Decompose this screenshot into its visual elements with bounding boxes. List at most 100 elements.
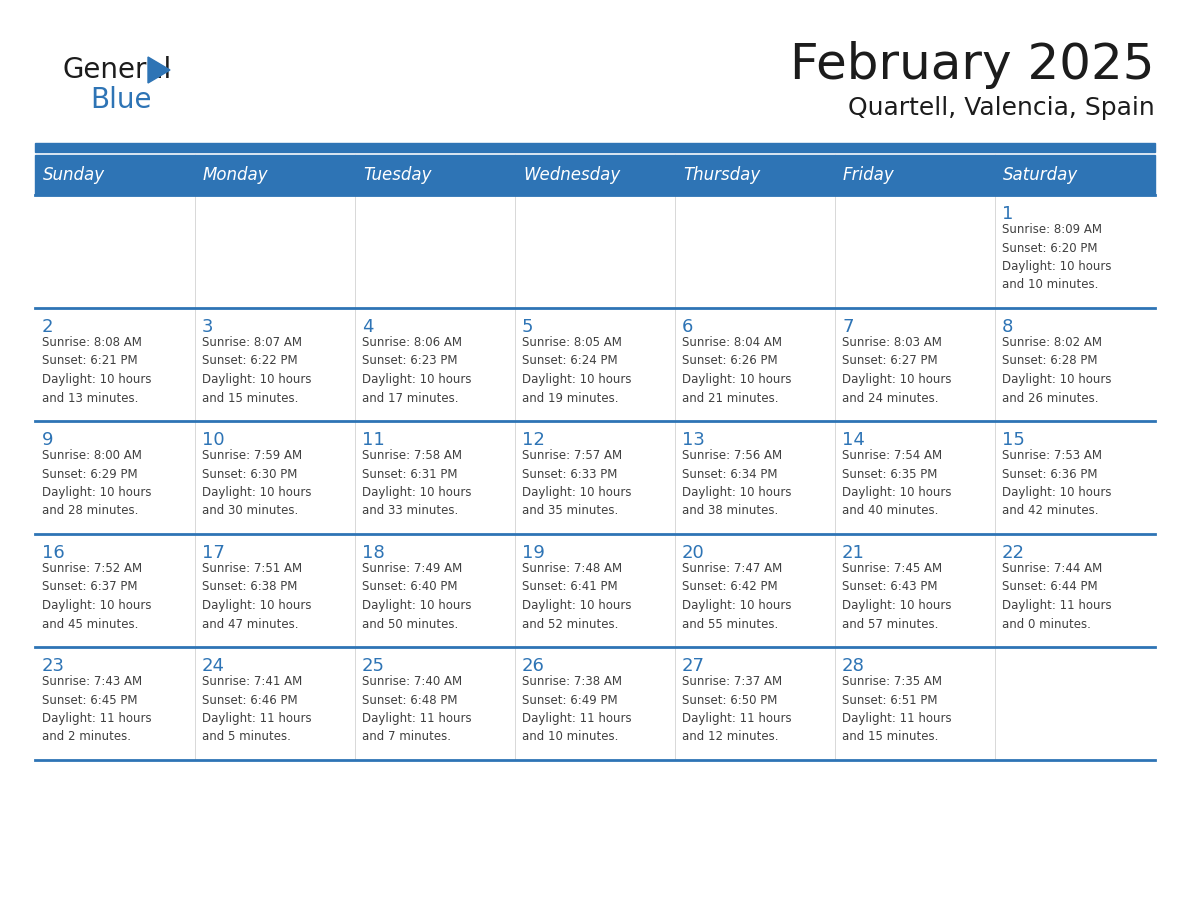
Text: 4: 4 — [362, 318, 373, 336]
Bar — [34, 143, 1155, 152]
Text: Sunrise: 7:59 AM
Sunset: 6:30 PM
Daylight: 10 hours
and 30 minutes.: Sunrise: 7:59 AM Sunset: 6:30 PM Dayligh… — [202, 449, 311, 518]
Bar — [516, 155, 675, 195]
Bar — [516, 195, 675, 308]
Text: 19: 19 — [522, 544, 545, 562]
Bar — [675, 647, 835, 760]
Text: Tuesday: Tuesday — [364, 166, 431, 184]
Text: Sunrise: 7:58 AM
Sunset: 6:31 PM
Daylight: 10 hours
and 33 minutes.: Sunrise: 7:58 AM Sunset: 6:31 PM Dayligh… — [362, 449, 472, 518]
Text: 27: 27 — [682, 657, 704, 675]
Text: 24: 24 — [202, 657, 225, 675]
Text: Sunrise: 7:35 AM
Sunset: 6:51 PM
Daylight: 11 hours
and 15 minutes.: Sunrise: 7:35 AM Sunset: 6:51 PM Dayligh… — [842, 675, 952, 744]
Text: Wednesday: Wednesday — [523, 166, 620, 184]
Text: Sunrise: 7:45 AM
Sunset: 6:43 PM
Daylight: 10 hours
and 57 minutes.: Sunrise: 7:45 AM Sunset: 6:43 PM Dayligh… — [842, 562, 952, 631]
Bar — [516, 647, 675, 760]
Text: Sunrise: 7:57 AM
Sunset: 6:33 PM
Daylight: 10 hours
and 35 minutes.: Sunrise: 7:57 AM Sunset: 6:33 PM Dayligh… — [522, 449, 632, 518]
Text: 12: 12 — [522, 431, 545, 449]
Text: Sunrise: 8:03 AM
Sunset: 6:27 PM
Daylight: 10 hours
and 24 minutes.: Sunrise: 8:03 AM Sunset: 6:27 PM Dayligh… — [842, 336, 952, 405]
Text: Sunrise: 7:38 AM
Sunset: 6:49 PM
Daylight: 11 hours
and 10 minutes.: Sunrise: 7:38 AM Sunset: 6:49 PM Dayligh… — [522, 675, 632, 744]
Bar — [195, 155, 355, 195]
Bar — [835, 308, 996, 421]
Text: 10: 10 — [202, 431, 225, 449]
Bar — [355, 155, 516, 195]
Polygon shape — [148, 57, 170, 83]
Text: Sunrise: 7:52 AM
Sunset: 6:37 PM
Daylight: 10 hours
and 45 minutes.: Sunrise: 7:52 AM Sunset: 6:37 PM Dayligh… — [42, 562, 152, 631]
Text: 7: 7 — [842, 318, 853, 336]
Bar — [996, 308, 1155, 421]
Text: 15: 15 — [1001, 431, 1025, 449]
Text: 28: 28 — [842, 657, 865, 675]
Text: Sunrise: 7:54 AM
Sunset: 6:35 PM
Daylight: 10 hours
and 40 minutes.: Sunrise: 7:54 AM Sunset: 6:35 PM Dayligh… — [842, 449, 952, 518]
Text: Sunrise: 8:00 AM
Sunset: 6:29 PM
Daylight: 10 hours
and 28 minutes.: Sunrise: 8:00 AM Sunset: 6:29 PM Dayligh… — [42, 449, 152, 518]
Text: Sunrise: 7:41 AM
Sunset: 6:46 PM
Daylight: 11 hours
and 5 minutes.: Sunrise: 7:41 AM Sunset: 6:46 PM Dayligh… — [202, 675, 311, 744]
Text: Sunrise: 7:51 AM
Sunset: 6:38 PM
Daylight: 10 hours
and 47 minutes.: Sunrise: 7:51 AM Sunset: 6:38 PM Dayligh… — [202, 562, 311, 631]
Text: 23: 23 — [42, 657, 65, 675]
Text: Sunrise: 7:48 AM
Sunset: 6:41 PM
Daylight: 10 hours
and 52 minutes.: Sunrise: 7:48 AM Sunset: 6:41 PM Dayligh… — [522, 562, 632, 631]
Bar — [516, 308, 675, 421]
Text: Friday: Friday — [843, 166, 895, 184]
Text: Saturday: Saturday — [1003, 166, 1079, 184]
Bar — [835, 647, 996, 760]
Bar — [34, 155, 195, 195]
Bar — [835, 534, 996, 647]
Bar — [195, 647, 355, 760]
Text: 18: 18 — [362, 544, 385, 562]
Bar — [835, 155, 996, 195]
Bar — [835, 195, 996, 308]
Text: 20: 20 — [682, 544, 704, 562]
Text: Monday: Monday — [203, 166, 268, 184]
Text: Sunrise: 7:44 AM
Sunset: 6:44 PM
Daylight: 11 hours
and 0 minutes.: Sunrise: 7:44 AM Sunset: 6:44 PM Dayligh… — [1001, 562, 1112, 631]
Text: Sunrise: 8:08 AM
Sunset: 6:21 PM
Daylight: 10 hours
and 13 minutes.: Sunrise: 8:08 AM Sunset: 6:21 PM Dayligh… — [42, 336, 152, 405]
Text: 14: 14 — [842, 431, 865, 449]
Text: February 2025: February 2025 — [790, 41, 1155, 89]
Bar — [675, 534, 835, 647]
Bar — [516, 534, 675, 647]
Bar — [996, 421, 1155, 534]
Bar — [675, 308, 835, 421]
Text: 11: 11 — [362, 431, 385, 449]
Text: Sunrise: 8:09 AM
Sunset: 6:20 PM
Daylight: 10 hours
and 10 minutes.: Sunrise: 8:09 AM Sunset: 6:20 PM Dayligh… — [1001, 223, 1112, 292]
Bar — [34, 195, 195, 308]
Bar — [355, 308, 516, 421]
Text: Sunrise: 7:40 AM
Sunset: 6:48 PM
Daylight: 11 hours
and 7 minutes.: Sunrise: 7:40 AM Sunset: 6:48 PM Dayligh… — [362, 675, 472, 744]
Bar — [195, 195, 355, 308]
Bar — [516, 421, 675, 534]
Text: 22: 22 — [1001, 544, 1025, 562]
Bar — [355, 195, 516, 308]
Text: 1: 1 — [1001, 205, 1013, 223]
Text: Sunrise: 7:53 AM
Sunset: 6:36 PM
Daylight: 10 hours
and 42 minutes.: Sunrise: 7:53 AM Sunset: 6:36 PM Dayligh… — [1001, 449, 1112, 518]
Bar — [355, 421, 516, 534]
Text: 3: 3 — [202, 318, 214, 336]
Text: 16: 16 — [42, 544, 65, 562]
Text: Sunrise: 8:06 AM
Sunset: 6:23 PM
Daylight: 10 hours
and 17 minutes.: Sunrise: 8:06 AM Sunset: 6:23 PM Dayligh… — [362, 336, 472, 405]
Text: 2: 2 — [42, 318, 53, 336]
Text: Sunrise: 8:05 AM
Sunset: 6:24 PM
Daylight: 10 hours
and 19 minutes.: Sunrise: 8:05 AM Sunset: 6:24 PM Dayligh… — [522, 336, 632, 405]
Text: 25: 25 — [362, 657, 385, 675]
Text: 17: 17 — [202, 544, 225, 562]
Bar — [195, 421, 355, 534]
Text: Sunday: Sunday — [43, 166, 105, 184]
Bar — [996, 534, 1155, 647]
Text: Sunrise: 7:49 AM
Sunset: 6:40 PM
Daylight: 10 hours
and 50 minutes.: Sunrise: 7:49 AM Sunset: 6:40 PM Dayligh… — [362, 562, 472, 631]
Text: 13: 13 — [682, 431, 704, 449]
Bar — [355, 647, 516, 760]
Text: Sunrise: 7:56 AM
Sunset: 6:34 PM
Daylight: 10 hours
and 38 minutes.: Sunrise: 7:56 AM Sunset: 6:34 PM Dayligh… — [682, 449, 791, 518]
Text: 26: 26 — [522, 657, 545, 675]
Text: Sunrise: 7:47 AM
Sunset: 6:42 PM
Daylight: 10 hours
and 55 minutes.: Sunrise: 7:47 AM Sunset: 6:42 PM Dayligh… — [682, 562, 791, 631]
Text: 21: 21 — [842, 544, 865, 562]
Text: Sunrise: 8:04 AM
Sunset: 6:26 PM
Daylight: 10 hours
and 21 minutes.: Sunrise: 8:04 AM Sunset: 6:26 PM Dayligh… — [682, 336, 791, 405]
Bar — [195, 534, 355, 647]
Text: Sunrise: 8:02 AM
Sunset: 6:28 PM
Daylight: 10 hours
and 26 minutes.: Sunrise: 8:02 AM Sunset: 6:28 PM Dayligh… — [1001, 336, 1112, 405]
Text: Sunrise: 7:43 AM
Sunset: 6:45 PM
Daylight: 11 hours
and 2 minutes.: Sunrise: 7:43 AM Sunset: 6:45 PM Dayligh… — [42, 675, 152, 744]
Text: Quartell, Valencia, Spain: Quartell, Valencia, Spain — [848, 96, 1155, 120]
Bar — [34, 647, 195, 760]
Bar — [195, 308, 355, 421]
Text: 6: 6 — [682, 318, 694, 336]
Text: Sunrise: 7:37 AM
Sunset: 6:50 PM
Daylight: 11 hours
and 12 minutes.: Sunrise: 7:37 AM Sunset: 6:50 PM Dayligh… — [682, 675, 791, 744]
Text: Sunrise: 8:07 AM
Sunset: 6:22 PM
Daylight: 10 hours
and 15 minutes.: Sunrise: 8:07 AM Sunset: 6:22 PM Dayligh… — [202, 336, 311, 405]
Bar — [675, 195, 835, 308]
Bar — [996, 195, 1155, 308]
Text: 8: 8 — [1001, 318, 1013, 336]
Bar — [355, 534, 516, 647]
Bar — [996, 647, 1155, 760]
Bar — [34, 534, 195, 647]
